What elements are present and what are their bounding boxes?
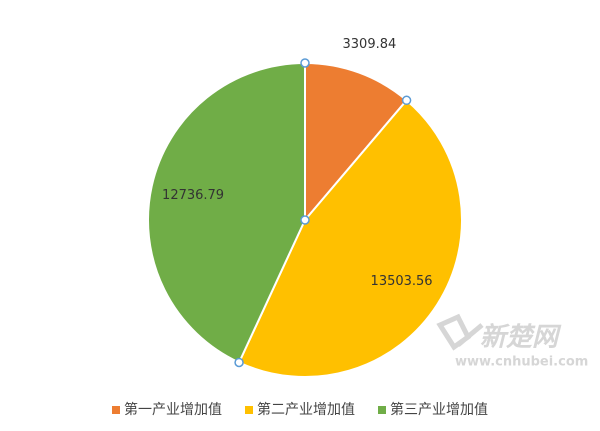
selection-handle [401, 95, 412, 106]
data-label: 12736.79 [162, 188, 224, 203]
selection-handle [300, 215, 310, 225]
legend-swatch [378, 406, 386, 414]
watermark-title: 新楚网 [480, 323, 562, 353]
pie-slice [147, 61, 306, 364]
watermark: 新楚网 www.cnhubei.com [436, 313, 588, 370]
selection-handle [300, 58, 310, 68]
legend-text: 第三产业增加值 [390, 401, 488, 418]
watermark-logo [436, 313, 484, 351]
pie-slice [304, 61, 409, 223]
legend-swatch [112, 406, 120, 414]
data-label: 3309.84 [343, 37, 397, 52]
selection-handle [234, 357, 244, 368]
watermark-url: www.cnhubei.com [455, 355, 588, 370]
data-label: 13503.56 [371, 274, 433, 289]
pie-slice [237, 98, 463, 378]
legend-text: 第一产业增加值 [124, 401, 222, 418]
legend-text: 第二产业增加值 [257, 401, 355, 418]
legend-swatch [245, 406, 253, 414]
